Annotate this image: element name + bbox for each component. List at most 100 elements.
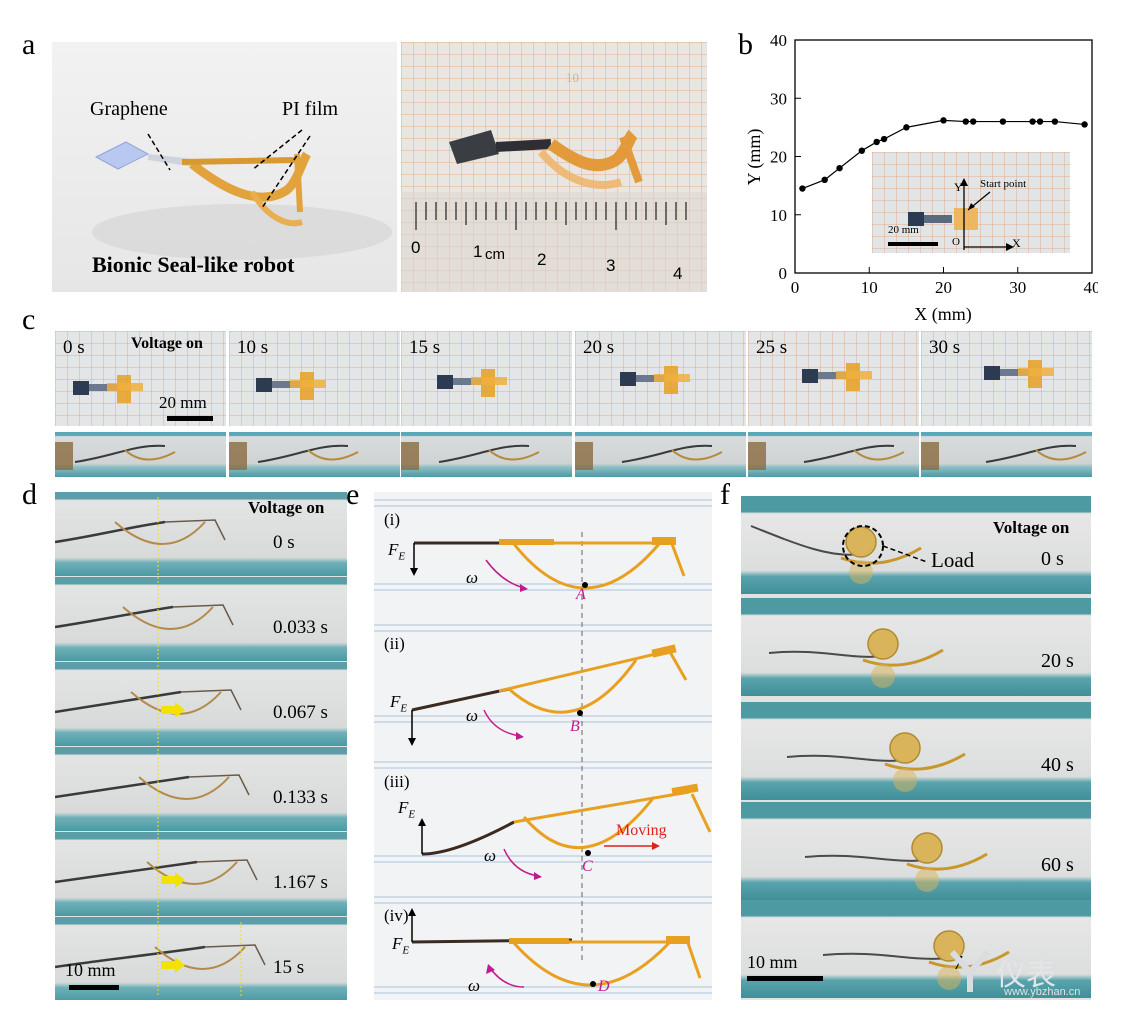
- d-frame: 1.167 s: [55, 832, 347, 916]
- ruler-label-4: 4: [673, 264, 683, 283]
- d-frame: 0.133 s: [55, 747, 347, 831]
- panel-f-sequence: 0 s 20 s 40 s 60 s 7 Voltage o: [741, 496, 1091, 1000]
- y-tick-label: 30: [770, 89, 787, 108]
- c-scale-label: 20 mm: [159, 393, 207, 412]
- c-side-frame: [921, 432, 1092, 477]
- c-time-label: 20 s: [583, 337, 615, 358]
- trajectory-point: [903, 124, 910, 131]
- c-robot-drawing: [73, 375, 143, 403]
- d-robot-drawing: [55, 774, 250, 800]
- trajectory-point: [880, 135, 888, 143]
- d-scale-label: 10 mm: [65, 960, 116, 980]
- robot-schematic-drawing: [92, 129, 392, 260]
- c-robot-drawing: [620, 366, 690, 394]
- c-robot-drawing: [984, 360, 1054, 388]
- d-voltage-label: Voltage on: [248, 498, 325, 517]
- x-tick-label: 10: [861, 278, 878, 297]
- c-voltage-label: Voltage on: [131, 335, 203, 352]
- d-time-label: 1.167 s: [273, 872, 328, 893]
- panel-label-b: b: [738, 28, 753, 61]
- c-side-robot-drawing: [921, 442, 1087, 470]
- trajectory-point: [1081, 121, 1088, 128]
- panel-a-schematic: Graphene PI film Bionic Seal-like robot: [52, 42, 397, 292]
- c-robot-drawing: [802, 363, 872, 391]
- d-guide-lines: [157, 497, 242, 997]
- inset-start-label: Start point: [980, 178, 1027, 190]
- c-top-frame: 10 s: [229, 331, 400, 426]
- pi-film-label: PI film: [282, 98, 339, 120]
- x-tick-label: 40: [1084, 278, 1099, 297]
- c-time-label: 30 s: [929, 337, 961, 358]
- y-tick-label: 20: [770, 148, 787, 167]
- trajectory-point: [940, 117, 947, 124]
- d-time-label: 15 s: [273, 957, 305, 978]
- c-side-robot-drawing: [575, 442, 723, 470]
- moving-label: Moving: [616, 822, 667, 839]
- watermark-text: 仪表: [996, 958, 1056, 993]
- trajectory-point: [1051, 118, 1059, 125]
- trajectory-point: [873, 138, 880, 146]
- inset-x-label: X: [1012, 236, 1021, 250]
- c-robot-drawing: [256, 372, 326, 400]
- c-side-frame: [401, 432, 572, 477]
- force-label-i: FE: [388, 540, 406, 563]
- d-direction-arrow-icon: [161, 957, 185, 973]
- f-load-ball: [911, 832, 943, 864]
- inset-scale-label: 20 mm: [888, 224, 919, 236]
- f-scale-bar: [747, 976, 823, 981]
- ruler-label-2: 2: [537, 250, 547, 269]
- trajectory-point: [999, 118, 1007, 125]
- trajectory-point: [836, 164, 843, 172]
- d-robot-drawing: [55, 944, 266, 973]
- d-time-label: 0.033 s: [273, 617, 328, 638]
- panel-label-d: d: [22, 478, 37, 511]
- c-top-frame: 30 s: [921, 331, 1092, 426]
- trajectory-point: [962, 118, 969, 125]
- c-side-frame: [229, 432, 400, 477]
- omega-label-iii: ω: [484, 846, 497, 865]
- d-scale-bar: [69, 985, 119, 990]
- y-tick-label: 40: [770, 31, 787, 50]
- panel-label-e: e: [346, 478, 360, 511]
- graphene-label: Graphene: [90, 98, 168, 120]
- step-label-iii: (iii): [384, 772, 410, 791]
- trajectory-point: [799, 185, 806, 192]
- y-tick-label: 10: [770, 206, 787, 225]
- c-robot-drawing: [437, 369, 507, 397]
- point-label-c: C: [582, 858, 593, 875]
- f-time-label: 40 s: [1041, 754, 1074, 776]
- step-label-i: (i): [384, 510, 401, 529]
- omega-label-i: ω: [466, 568, 479, 587]
- c-top-frame: 0 s Voltage on 20 mm: [55, 331, 226, 426]
- d-time-label: 0.133 s: [273, 787, 328, 808]
- c-side-frame: [55, 432, 226, 477]
- d-time-label: 0 s: [273, 532, 295, 553]
- trajectory-point: [970, 118, 977, 125]
- x-tick-label: 20: [935, 278, 952, 297]
- c-time-label: 15 s: [409, 337, 441, 358]
- force-label-iii: FE: [398, 798, 416, 821]
- ruler-label-1: 1: [473, 242, 483, 261]
- c-side-frame: [748, 432, 919, 477]
- point-label-b: B: [570, 718, 580, 735]
- ruler-label-3: 3: [606, 256, 616, 275]
- d-robot-drawing: [55, 519, 226, 545]
- d-direction-arrow-icon: [161, 872, 185, 888]
- omega-label-iv: ω: [468, 976, 481, 995]
- paper-mark: 10: [566, 70, 579, 85]
- c-top-frame: 25 s: [748, 331, 919, 426]
- trajectory-point: [1029, 118, 1036, 125]
- d-robot-drawing: [55, 604, 234, 630]
- f-robot-drawing: [768, 628, 944, 688]
- step-label-ii: (ii): [384, 634, 405, 653]
- d-time-label: 0.067 s: [273, 702, 328, 723]
- f-scale-label: 10 mm: [747, 952, 798, 972]
- mechanism-diagram: [374, 499, 712, 994]
- panel-e-diagram: (i) (ii) (iii) (iv) FE FE FE FE ω ω ω ω …: [374, 492, 712, 1000]
- f-robot-drawing: [804, 832, 988, 892]
- c-top-frame: 20 s: [575, 331, 746, 426]
- d-direction-arrow-icon: [161, 702, 185, 718]
- f-load-ball: [889, 732, 921, 764]
- panel-a-title: Bionic Seal-like robot: [92, 252, 295, 277]
- point-label-d: D: [598, 978, 610, 995]
